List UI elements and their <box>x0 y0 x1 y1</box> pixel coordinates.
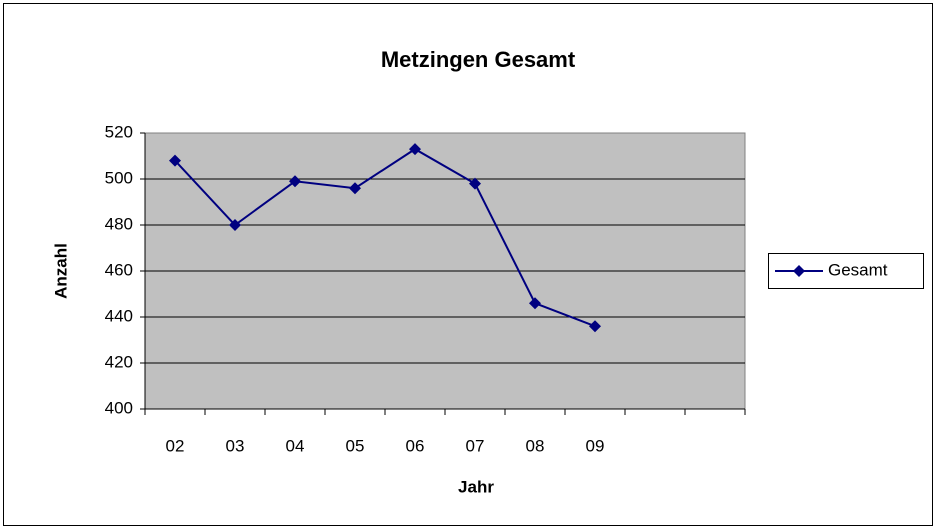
y-tick-label: 480 <box>105 214 133 233</box>
chart-title: Metzingen Gesamt <box>381 47 576 72</box>
marker <box>469 177 481 190</box>
marker <box>529 297 541 310</box>
y-tick-label: 520 <box>105 122 133 141</box>
marker <box>229 219 241 231</box>
x-tick-label: 09 <box>586 436 605 455</box>
legend-marker <box>793 265 805 277</box>
series-line <box>174 147 596 328</box>
x-tick-label: 04 <box>286 436 305 455</box>
x-tick-label: 05 <box>346 436 365 455</box>
x-tick-label: 07 <box>466 436 485 455</box>
marker <box>169 154 181 167</box>
x-tick-label: 08 <box>526 436 545 455</box>
marker <box>289 175 301 188</box>
marker <box>349 182 361 195</box>
x-axis-label: Jahr <box>458 477 494 496</box>
y-tick-label: 440 <box>105 306 133 325</box>
y-tick-label: 400 <box>105 398 133 417</box>
x-tick-label: 02 <box>166 436 185 455</box>
y-tick-label: 420 <box>105 352 133 371</box>
y-tick-label: 500 <box>105 168 133 187</box>
x-tick-label: 06 <box>406 436 425 455</box>
marker <box>589 320 601 333</box>
y-tick-label: 460 <box>105 260 133 279</box>
x-tick-label: 03 <box>226 436 245 455</box>
y-axis-label: Anzahl <box>51 243 70 299</box>
legend-label: Gesamt <box>828 260 888 279</box>
marker <box>409 143 421 156</box>
